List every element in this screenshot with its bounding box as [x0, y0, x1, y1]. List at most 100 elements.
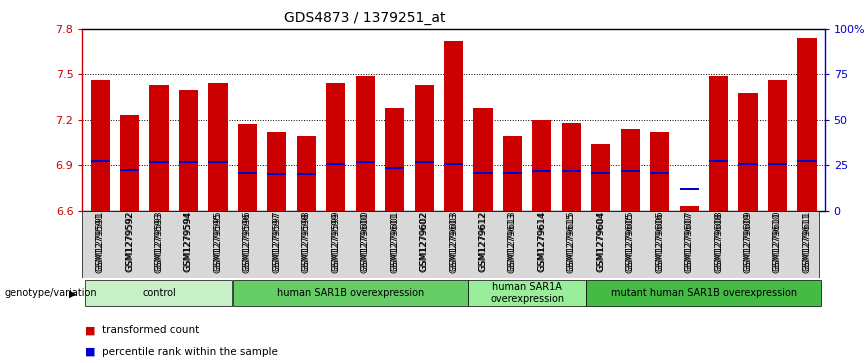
Bar — [621, 170, 640, 172]
Text: GSM1279614: GSM1279614 — [537, 211, 546, 271]
Text: GSM1279603: GSM1279603 — [449, 211, 458, 271]
Text: GSM1279591: GSM1279591 — [95, 211, 105, 271]
FancyBboxPatch shape — [85, 280, 233, 306]
Bar — [739, 163, 758, 164]
FancyBboxPatch shape — [233, 280, 468, 306]
Bar — [444, 163, 464, 164]
Text: GSM1279598: GSM1279598 — [302, 212, 311, 273]
Text: GSM1279603: GSM1279603 — [449, 212, 458, 273]
Text: GSM1279599: GSM1279599 — [332, 212, 340, 273]
Text: GSM1279611: GSM1279611 — [802, 212, 812, 273]
Text: GSM1279613: GSM1279613 — [508, 212, 517, 273]
Bar — [621, 129, 640, 211]
Text: transformed count: transformed count — [102, 325, 200, 335]
Bar — [120, 115, 139, 211]
Text: GSM1279596: GSM1279596 — [243, 211, 252, 271]
Bar — [385, 167, 404, 169]
Text: GSM1279608: GSM1279608 — [714, 212, 723, 273]
FancyBboxPatch shape — [468, 280, 586, 306]
Bar — [238, 172, 257, 174]
Text: GSM1279604: GSM1279604 — [596, 211, 605, 271]
Text: GSM1279609: GSM1279609 — [744, 211, 753, 271]
Text: GSM1279594: GSM1279594 — [184, 212, 193, 272]
Bar — [356, 161, 375, 163]
FancyBboxPatch shape — [82, 211, 819, 278]
Bar — [356, 76, 375, 211]
Bar — [532, 170, 551, 172]
Bar — [798, 38, 817, 211]
Bar — [297, 173, 316, 175]
Text: percentile rank within the sample: percentile rank within the sample — [102, 347, 279, 357]
Bar — [179, 161, 198, 163]
Text: GSM1279615: GSM1279615 — [567, 211, 575, 271]
Bar — [473, 172, 492, 174]
Text: human SAR1B overexpression: human SAR1B overexpression — [277, 288, 424, 298]
Bar — [562, 123, 581, 211]
Text: GSM1279595: GSM1279595 — [214, 211, 222, 271]
Bar — [90, 81, 109, 211]
Bar — [208, 83, 227, 211]
Bar — [650, 132, 669, 211]
Text: GSM1279595: GSM1279595 — [214, 212, 222, 273]
Text: GSM1279605: GSM1279605 — [626, 211, 635, 271]
Bar — [267, 173, 286, 175]
Bar — [326, 163, 345, 164]
Text: GSM1279604: GSM1279604 — [596, 212, 605, 272]
FancyBboxPatch shape — [586, 280, 821, 306]
Bar — [444, 41, 464, 211]
Text: GSM1279593: GSM1279593 — [155, 211, 163, 271]
Bar — [149, 161, 168, 163]
Text: GSM1279602: GSM1279602 — [419, 211, 429, 271]
Bar — [768, 163, 787, 164]
Bar — [503, 136, 522, 211]
Text: GSM1279606: GSM1279606 — [655, 211, 664, 271]
Bar — [385, 108, 404, 211]
Bar — [768, 81, 787, 211]
Text: GSM1279593: GSM1279593 — [155, 212, 163, 273]
Text: GSM1279599: GSM1279599 — [332, 211, 340, 271]
Text: GSM1279610: GSM1279610 — [773, 212, 782, 273]
Text: GSM1279607: GSM1279607 — [685, 212, 694, 273]
Bar — [238, 124, 257, 211]
Text: GSM1279597: GSM1279597 — [273, 212, 281, 273]
Bar — [591, 172, 610, 174]
Text: GSM1279612: GSM1279612 — [478, 212, 488, 272]
Bar — [267, 132, 286, 211]
Bar — [532, 120, 551, 211]
Text: GSM1279606: GSM1279606 — [655, 212, 664, 273]
Bar — [739, 93, 758, 211]
Text: GSM1279601: GSM1279601 — [390, 211, 399, 271]
Text: GSM1279605: GSM1279605 — [626, 212, 635, 273]
Bar — [473, 108, 492, 211]
Bar — [120, 169, 139, 171]
Bar — [326, 83, 345, 211]
Text: control: control — [142, 288, 176, 298]
Bar — [562, 170, 581, 172]
Bar — [179, 90, 198, 211]
Text: GSM1279612: GSM1279612 — [478, 211, 488, 271]
Text: GDS4873 / 1379251_at: GDS4873 / 1379251_at — [284, 11, 445, 25]
Bar — [415, 85, 434, 211]
Text: human SAR1A
overexpression: human SAR1A overexpression — [490, 282, 564, 304]
Text: genotype/variation: genotype/variation — [4, 288, 97, 298]
Text: GSM1279611: GSM1279611 — [802, 211, 812, 271]
Bar — [415, 161, 434, 163]
Text: GSM1279592: GSM1279592 — [125, 211, 134, 271]
Text: GSM1279594: GSM1279594 — [184, 211, 193, 271]
Text: GSM1279613: GSM1279613 — [508, 211, 517, 271]
Text: GSM1279600: GSM1279600 — [361, 211, 370, 271]
Bar — [591, 144, 610, 211]
Bar — [650, 172, 669, 174]
Text: GSM1279591: GSM1279591 — [95, 212, 105, 273]
Bar — [709, 76, 728, 211]
Bar — [709, 160, 728, 162]
Text: GSM1279609: GSM1279609 — [744, 212, 753, 273]
Text: ▶: ▶ — [69, 288, 76, 298]
Text: mutant human SAR1B overexpression: mutant human SAR1B overexpression — [611, 288, 797, 298]
Bar — [798, 160, 817, 162]
Text: GSM1279601: GSM1279601 — [390, 212, 399, 273]
Text: GSM1279614: GSM1279614 — [537, 212, 546, 272]
Bar — [680, 188, 699, 190]
Text: GSM1279602: GSM1279602 — [419, 212, 429, 272]
Text: GSM1279592: GSM1279592 — [125, 212, 134, 272]
